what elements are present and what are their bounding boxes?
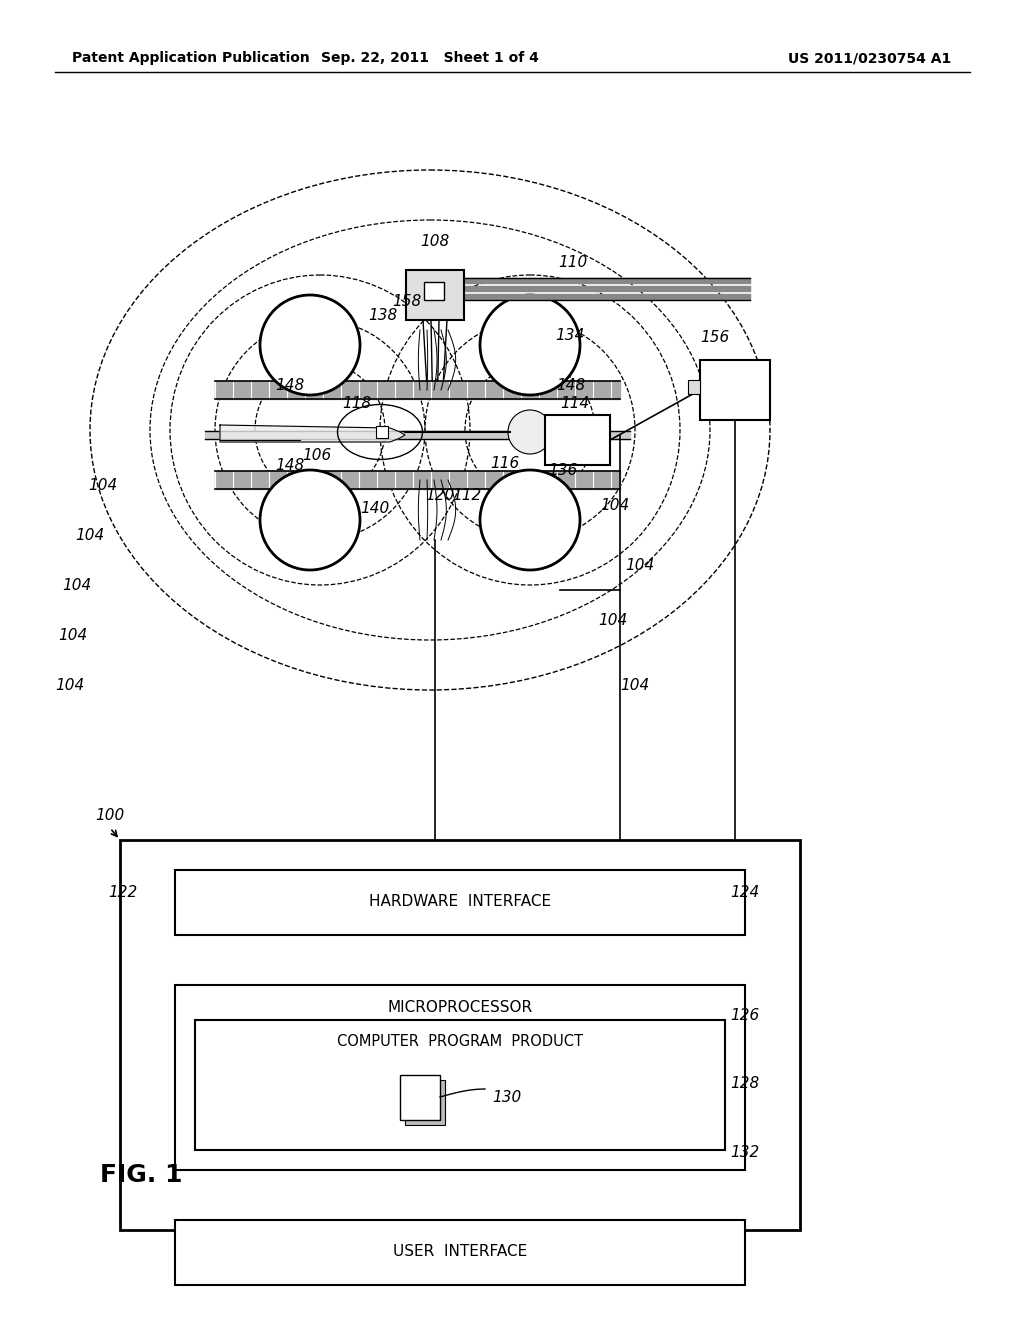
Text: MICROPROCESSOR: MICROPROCESSOR <box>387 999 532 1015</box>
Circle shape <box>480 294 580 395</box>
Text: 116: 116 <box>490 455 519 471</box>
Text: 100: 100 <box>95 808 124 822</box>
Circle shape <box>480 470 580 570</box>
Text: 104: 104 <box>600 498 630 513</box>
Text: Patent Application Publication: Patent Application Publication <box>72 51 309 65</box>
Text: 126: 126 <box>730 1008 759 1023</box>
FancyBboxPatch shape <box>688 380 700 393</box>
Text: 104: 104 <box>620 678 649 693</box>
Text: 148: 148 <box>556 378 586 393</box>
Text: 148: 148 <box>275 458 304 473</box>
FancyBboxPatch shape <box>376 426 388 438</box>
Text: 124: 124 <box>730 884 759 900</box>
FancyBboxPatch shape <box>406 1080 445 1125</box>
Text: 104: 104 <box>58 628 87 643</box>
Text: 104: 104 <box>625 558 654 573</box>
Text: 130: 130 <box>492 1089 521 1105</box>
Text: 148: 148 <box>275 378 304 393</box>
Text: 128: 128 <box>730 1076 759 1092</box>
Text: FIG. 1: FIG. 1 <box>100 1163 182 1187</box>
Text: 104: 104 <box>598 612 628 628</box>
Text: 104: 104 <box>88 478 118 492</box>
FancyBboxPatch shape <box>175 1220 745 1284</box>
Text: 104: 104 <box>75 528 104 543</box>
Text: 138: 138 <box>368 308 397 323</box>
Polygon shape <box>220 425 406 442</box>
FancyBboxPatch shape <box>175 985 745 1170</box>
Circle shape <box>508 411 552 454</box>
Text: 104: 104 <box>62 578 91 593</box>
Text: 112: 112 <box>452 488 481 503</box>
Text: 110: 110 <box>558 255 587 271</box>
Text: Sep. 22, 2011   Sheet 1 of 4: Sep. 22, 2011 Sheet 1 of 4 <box>322 51 539 65</box>
Text: 156: 156 <box>700 330 729 345</box>
Text: 136: 136 <box>548 463 578 478</box>
Text: 140: 140 <box>360 502 389 516</box>
Text: USER  INTERFACE: USER INTERFACE <box>393 1245 527 1259</box>
Text: 106: 106 <box>302 447 331 463</box>
FancyBboxPatch shape <box>400 1074 440 1119</box>
FancyBboxPatch shape <box>545 414 610 465</box>
Circle shape <box>260 470 360 570</box>
Text: HARDWARE  INTERFACE: HARDWARE INTERFACE <box>369 895 551 909</box>
Text: 134: 134 <box>555 327 585 343</box>
Text: 120: 120 <box>425 488 455 503</box>
Text: 122: 122 <box>108 884 137 900</box>
Text: US 2011/0230754 A1: US 2011/0230754 A1 <box>788 51 951 65</box>
FancyBboxPatch shape <box>195 1020 725 1150</box>
Text: 104: 104 <box>55 678 84 693</box>
FancyBboxPatch shape <box>700 360 770 420</box>
FancyBboxPatch shape <box>406 271 464 319</box>
Text: 158: 158 <box>392 294 421 309</box>
Text: 114: 114 <box>560 396 589 411</box>
FancyBboxPatch shape <box>424 282 444 300</box>
Text: 118: 118 <box>342 396 372 411</box>
Text: 108: 108 <box>420 234 450 249</box>
Text: 132: 132 <box>730 1144 759 1160</box>
Text: COMPUTER  PROGRAM  PRODUCT: COMPUTER PROGRAM PRODUCT <box>337 1035 583 1049</box>
FancyBboxPatch shape <box>175 870 745 935</box>
Circle shape <box>260 294 360 395</box>
FancyBboxPatch shape <box>120 840 800 1230</box>
